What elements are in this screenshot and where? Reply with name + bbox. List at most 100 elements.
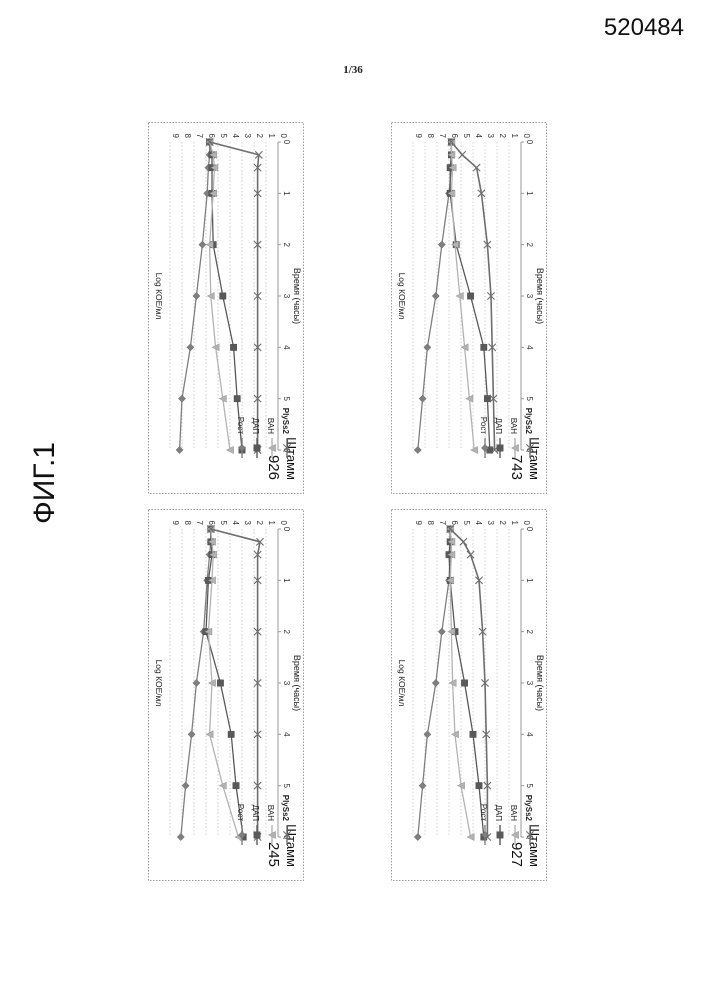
y-tick-label: 8 <box>183 134 192 139</box>
x-tick-label: 5 <box>282 396 291 401</box>
x-tick-label: 0 <box>282 140 291 145</box>
legend-swatch-marker <box>254 832 260 838</box>
legend-label: ДАП <box>251 418 260 435</box>
legend-label: PlySs2 <box>524 795 533 822</box>
legend-swatch-marker <box>497 445 503 451</box>
y-tick-label: 8 <box>426 521 435 526</box>
x-tick-label: 4 <box>282 732 291 737</box>
y-tick-label: 0 <box>279 134 288 139</box>
chart-frame <box>149 510 304 881</box>
chart-frame <box>149 123 304 494</box>
x-tick-label: 4 <box>525 732 534 737</box>
chart-title-line-1: Штамм <box>284 824 299 867</box>
chart-frame <box>392 510 547 881</box>
y-tick-label: 2 <box>498 134 507 139</box>
y-tick-label: 0 <box>522 134 531 139</box>
y-tick-label: 9 <box>171 521 180 526</box>
legend-label: Рост <box>236 804 245 821</box>
legend-swatch-marker <box>497 832 503 838</box>
legend-label: PlySs2 <box>281 408 290 435</box>
legend-label: ВАН <box>509 418 518 434</box>
y-tick-label: 8 <box>183 521 192 526</box>
y-tick-label: 1 <box>267 521 276 526</box>
data-point <box>217 680 223 686</box>
data-point <box>234 395 240 401</box>
y-tick-label: 6 <box>207 134 216 139</box>
x-tick-label: 3 <box>282 294 291 299</box>
y-tick-label: 4 <box>231 134 240 139</box>
y-tick-label: 6 <box>207 521 216 526</box>
x-axis-title: Время (часы) <box>292 655 302 711</box>
chart-title-line-1: Штамм <box>284 437 299 480</box>
y-tick-label: 9 <box>171 134 180 139</box>
y-axis-title: Log КОЕ/мл <box>154 660 164 707</box>
y-tick-label: 4 <box>474 521 483 526</box>
x-tick-label: 0 <box>525 140 534 145</box>
y-tick-label: 1 <box>510 521 519 526</box>
y-tick-label: 2 <box>498 521 507 526</box>
chart-title-line-2: 927 <box>508 842 525 867</box>
data-point <box>470 731 476 737</box>
y-tick-label: 6 <box>450 521 459 526</box>
x-tick-label: 1 <box>282 191 291 196</box>
y-tick-label: 3 <box>243 521 252 526</box>
chart-frame <box>392 123 547 494</box>
y-tick-label: 7 <box>438 134 447 139</box>
x-tick-label: 2 <box>525 242 534 247</box>
y-tick-label: 3 <box>486 521 495 526</box>
legend-label: Рост <box>479 804 488 821</box>
chart-title-line-2: 743 <box>508 455 525 480</box>
y-tick-label: 2 <box>255 134 264 139</box>
legend-label: PlySs2 <box>281 795 290 822</box>
y-tick-label: 8 <box>426 134 435 139</box>
y-tick-label: 1 <box>267 134 276 139</box>
x-tick-label: 5 <box>525 396 534 401</box>
y-tick-label: 0 <box>522 521 531 526</box>
y-tick-label: 9 <box>414 134 423 139</box>
data-point <box>220 293 226 299</box>
x-tick-label: 1 <box>525 578 534 583</box>
legend-label: ДАП <box>494 805 503 822</box>
x-tick-label: 3 <box>282 681 291 686</box>
x-axis-title: Время (часы) <box>535 655 545 711</box>
x-tick-label: 3 <box>525 294 534 299</box>
y-tick-label: 0 <box>279 521 288 526</box>
y-tick-label: 1 <box>510 134 519 139</box>
document-number: 520484 <box>604 14 684 42</box>
legend-label: Рост <box>479 417 488 434</box>
y-tick-label: 3 <box>486 134 495 139</box>
x-tick-label: 1 <box>282 578 291 583</box>
legend-label: ВАН <box>509 805 518 821</box>
legend-label: ДАП <box>494 418 503 435</box>
x-tick-label: 2 <box>525 629 534 634</box>
y-tick-label: 7 <box>438 521 447 526</box>
y-tick-label: 5 <box>219 134 228 139</box>
chart-panel-245: 01234567890123456Время (часы)Log КОЕ/млШ… <box>148 509 304 881</box>
y-tick-label: 5 <box>462 134 471 139</box>
page-number: 1/36 <box>0 64 706 76</box>
x-tick-label: 4 <box>282 345 291 350</box>
data-point <box>233 782 239 788</box>
y-tick-label: 3 <box>243 134 252 139</box>
x-tick-label: 5 <box>525 783 534 788</box>
y-axis-title: Log КОЕ/мл <box>397 660 407 707</box>
legend-label: ВАН <box>266 805 275 821</box>
y-axis-title: Log КОЕ/мл <box>397 273 407 320</box>
data-point <box>228 731 234 737</box>
x-tick-label: 0 <box>525 527 534 532</box>
y-tick-label: 5 <box>462 521 471 526</box>
chart-title-line-2: 245 <box>265 842 282 867</box>
y-tick-label: 2 <box>255 521 264 526</box>
legend-label: Рост <box>236 417 245 434</box>
data-point <box>484 395 490 401</box>
x-tick-label: 4 <box>525 345 534 350</box>
legend-swatch-marker <box>254 445 260 451</box>
chart-panel-926: 01234567890123456Время (часы)Log КОЕ/млШ… <box>148 122 304 494</box>
data-point <box>230 344 236 350</box>
x-tick-label: 5 <box>282 783 291 788</box>
y-tick-label: 7 <box>195 134 204 139</box>
legend-label: ВАН <box>266 418 275 434</box>
y-axis-title: Log КОЕ/мл <box>154 273 164 320</box>
y-tick-label: 5 <box>219 521 228 526</box>
x-tick-label: 2 <box>282 242 291 247</box>
